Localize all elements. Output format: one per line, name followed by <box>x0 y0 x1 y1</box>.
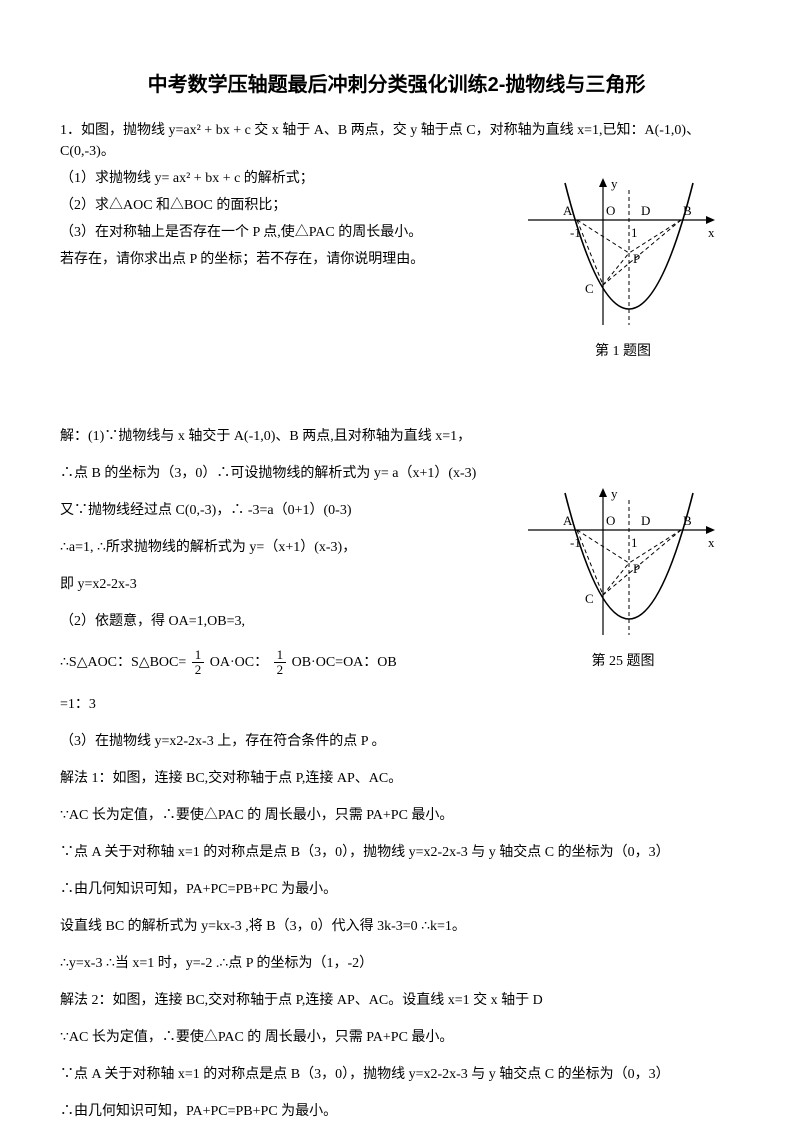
sol-s19: ∴由几何知识可知，PA+PC=PB+PC 为最小。 <box>60 1101 733 1122</box>
sol-s7b-text: OA·OC： <box>210 655 268 670</box>
sol-s9: （3）在抛物线 y=x2-2x-3 上，存在符合条件的点 P 。 <box>60 731 733 752</box>
svg-text:O: O <box>606 203 615 218</box>
fraction-half-1: 12 <box>192 648 205 678</box>
page-title: 中考数学压轴题最后冲刺分类强化训练2-抛物线与三角形 <box>60 70 733 100</box>
figure-2: y x A O D B -1 1 C P 第 25 题图 <box>523 485 723 672</box>
svg-text:A: A <box>563 203 573 218</box>
sol-s18: ∵点 A 关于对称轴 x=1 的对称点是点 B（3，0），抛物线 y=x2-2x… <box>60 1064 733 1085</box>
sol-s7c-text: OB·OC=OA：OB <box>292 655 397 670</box>
svg-text:B: B <box>683 203 692 218</box>
svg-text:A: A <box>563 513 573 528</box>
svg-text:P: P <box>633 561 640 576</box>
svg-text:P: P <box>633 251 640 266</box>
sol-s16: 解法 2：如图，连接 BC,交对称轴于点 P,连接 AP、AC。设直线 x=1 … <box>60 990 733 1011</box>
svg-text:O: O <box>606 513 615 528</box>
sol-s17: ∵AC 长为定值，∴要使△PAC 的 周长最小，只需 PA+PC 最小。 <box>60 1027 733 1048</box>
svg-text:1: 1 <box>631 535 638 550</box>
problem-intro: 1．如图，抛物线 y=ax² + bx + c 交 x 轴于 A、B 两点，交 … <box>60 120 733 162</box>
sol-s2: ∴点 B 的坐标为（3，0）∴可设抛物线的解析式为 y= a（x+1）(x-3) <box>60 463 733 484</box>
svg-text:B: B <box>683 513 692 528</box>
svg-text:C: C <box>585 591 594 606</box>
sol-s8: =1：3 <box>60 694 733 715</box>
sol-s15: ∴y=x-3 ∴当 x=1 时，y=-2 .∴点 P 的坐标为（1，-2） <box>60 953 733 974</box>
svg-text:1: 1 <box>631 225 638 240</box>
sol-s7a-text: ∴S△AOC：S△BOC= <box>60 655 186 670</box>
svg-text:-1: -1 <box>570 225 581 240</box>
parabola-diagram-2: y x A O D B -1 1 C P <box>523 485 723 645</box>
figure-1-caption: 第 1 题图 <box>523 341 723 362</box>
figure-1: y x A O D B -1 1 C P 第 1 题图 <box>523 175 723 362</box>
svg-text:-1: -1 <box>570 535 581 550</box>
svg-text:C: C <box>585 281 594 296</box>
svg-text:x: x <box>708 225 715 240</box>
svg-text:y: y <box>611 486 618 501</box>
sol-s13: ∴由几何知识可知，PA+PC=PB+PC 为最小。 <box>60 879 733 900</box>
fraction-half-2: 12 <box>274 648 287 678</box>
sol-s14: 设直线 BC 的解析式为 y=kx-3 ,将 B（3，0）代入得 3k-3=0 … <box>60 916 733 937</box>
figure-2-caption: 第 25 题图 <box>523 651 723 672</box>
svg-text:D: D <box>641 513 650 528</box>
svg-text:y: y <box>611 176 618 191</box>
sol-s10: 解法 1：如图，连接 BC,交对称轴于点 P,连接 AP、AC。 <box>60 768 733 789</box>
sol-s11: ∵AC 长为定值，∴要使△PAC 的 周长最小，只需 PA+PC 最小。 <box>60 805 733 826</box>
parabola-diagram-1: y x A O D B -1 1 C P <box>523 175 723 335</box>
sol-s12: ∵点 A 关于对称轴 x=1 的对称点是点 B（3，0），抛物线 y=x2-2x… <box>60 842 733 863</box>
svg-text:D: D <box>641 203 650 218</box>
svg-text:x: x <box>708 535 715 550</box>
sol-s1: 解：(1)∵抛物线与 x 轴交于 A(-1,0)、B 两点,且对称轴为直线 x=… <box>60 426 733 447</box>
